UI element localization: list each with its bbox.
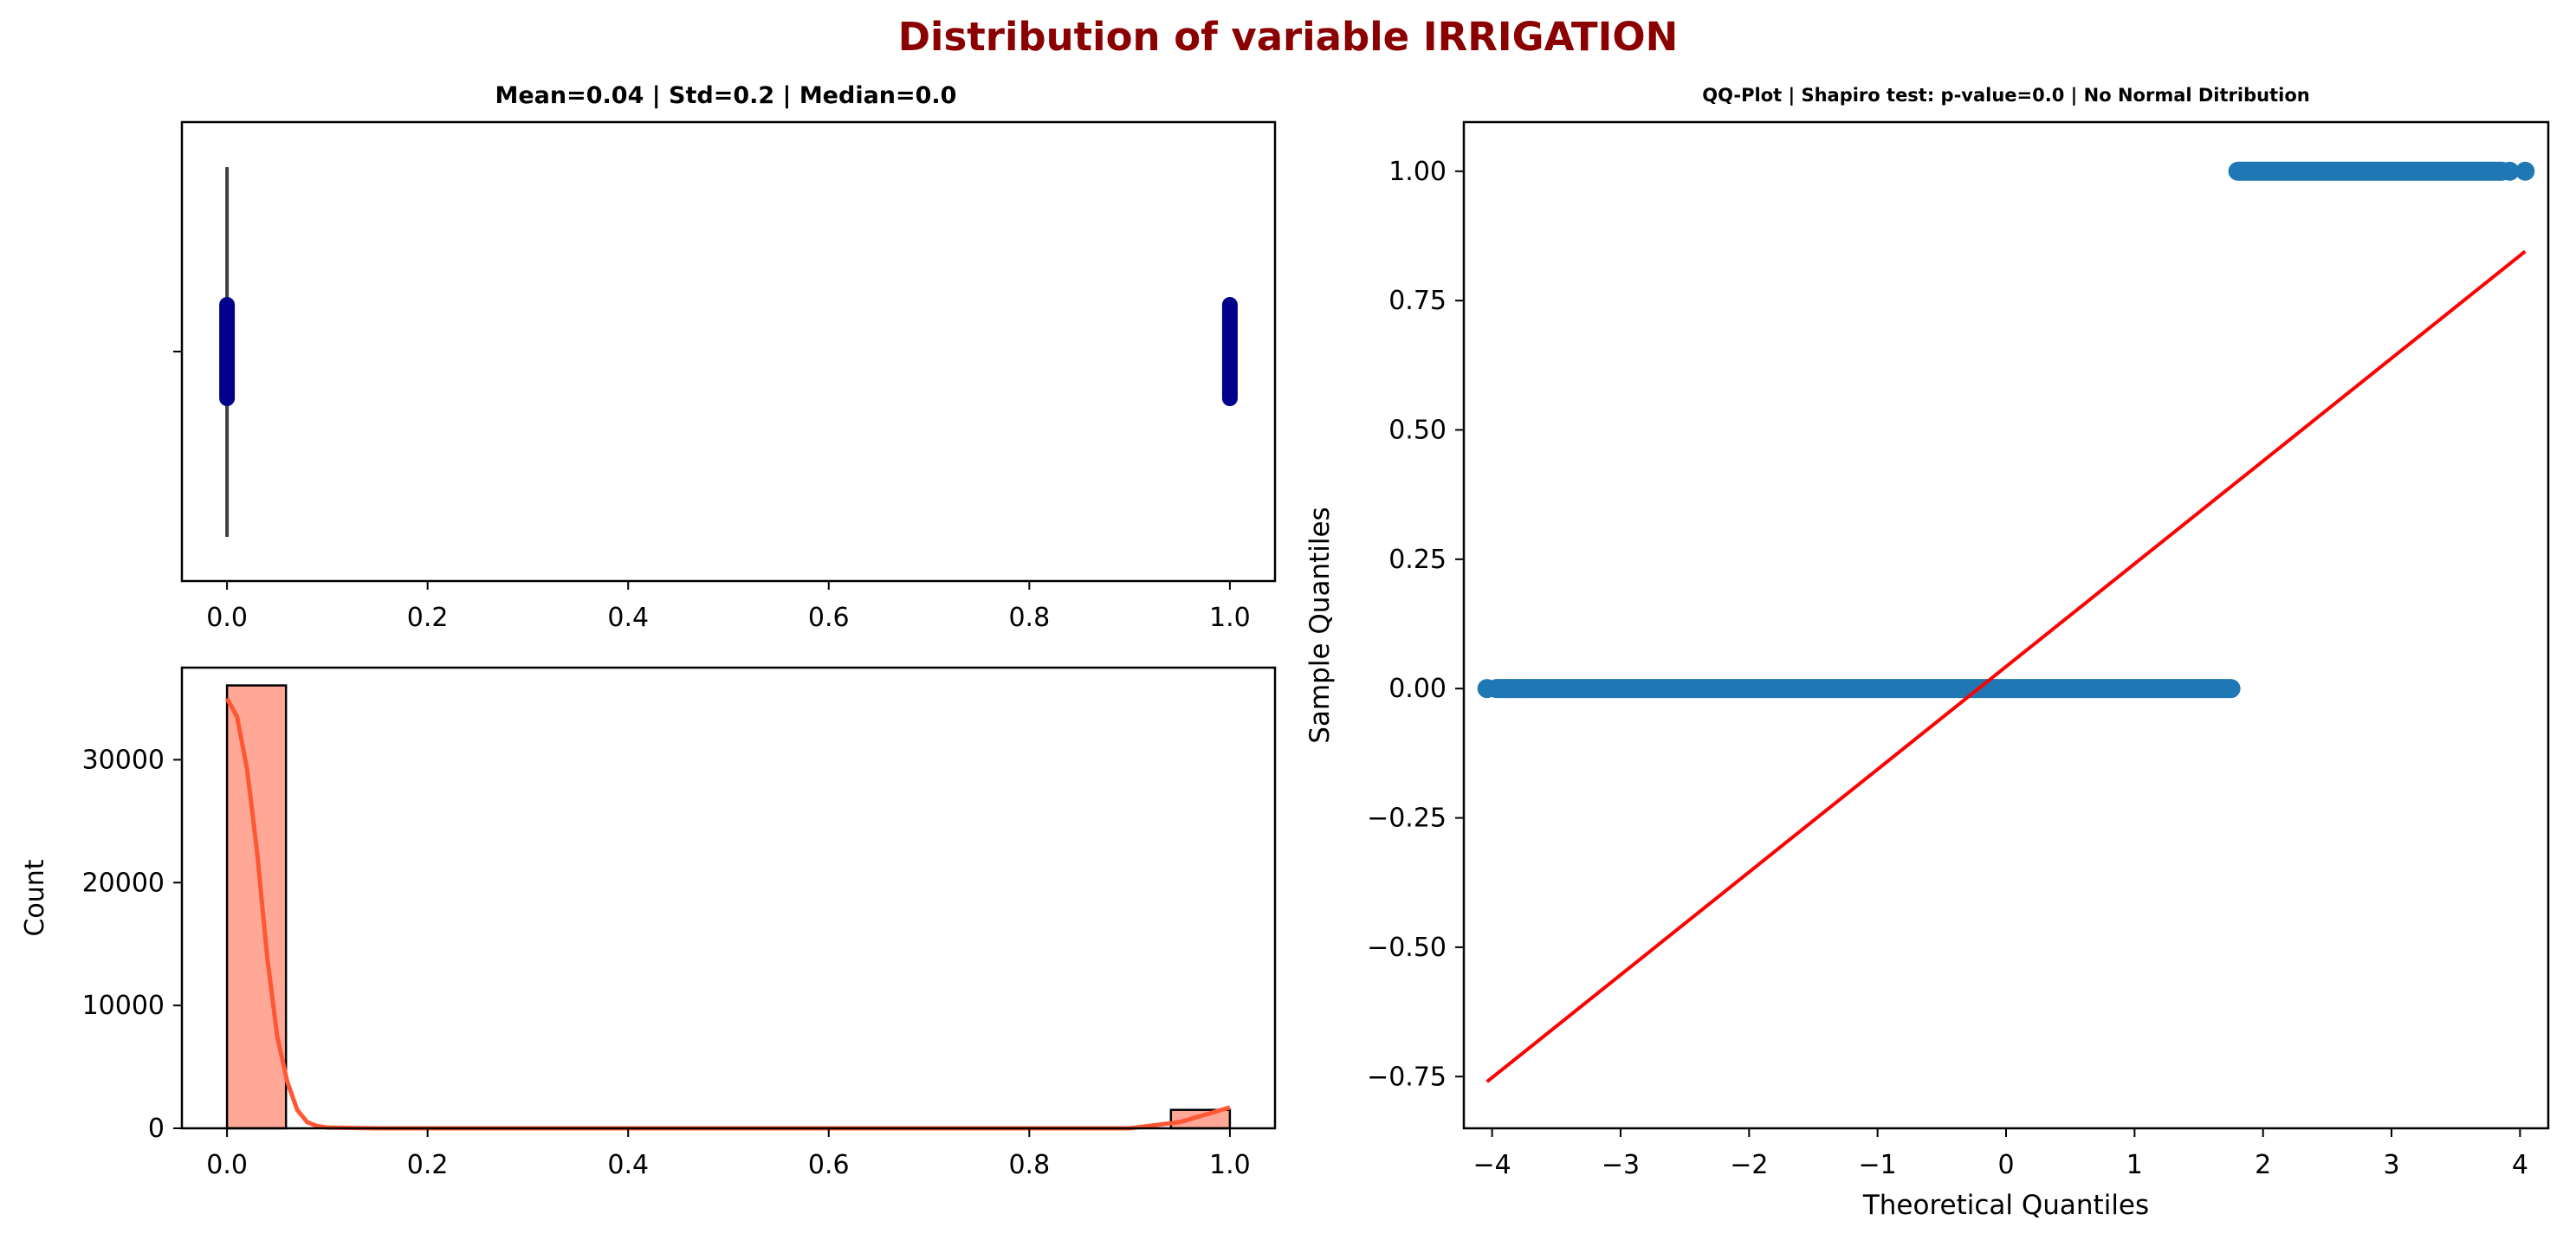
x-tick-label: 1.0 — [1209, 1150, 1251, 1180]
boxplot-panel: Mean=0.04 | Std=0.2 | Median=0.0 0.0 0.2 0… — [173, 82, 1277, 633]
histogram-frame — [180, 666, 1277, 1130]
y-tick-label: 0.00 — [1388, 674, 1447, 704]
x-tick-label: 1 — [2126, 1150, 2143, 1180]
qqplot-marks — [1477, 161, 2535, 1083]
x-tick-label: 0.6 — [808, 1150, 850, 1180]
histogram-ylabel: Count — [20, 859, 50, 936]
qq-fit-line — [1485, 249, 2527, 1083]
histogram-y-axis: 0 10000 20000 30000 — [82, 745, 182, 1144]
y-tick-label: 0.25 — [1388, 545, 1447, 575]
qqplot-panel: QQ-Plot | Shapiro test: p-value=0.0 | No… — [1304, 85, 2550, 1221]
x-tick-label: 3 — [2383, 1150, 2399, 1180]
y-tick-label: 20000 — [82, 868, 165, 898]
x-tick-label: 0.8 — [1008, 1150, 1050, 1180]
x-tick-label: −3 — [1602, 1150, 1640, 1180]
x-tick-label: −4 — [1473, 1150, 1511, 1180]
y-tick-label: −0.25 — [1367, 804, 1447, 834]
x-tick-label: 0.2 — [407, 603, 449, 633]
x-tick-label: 2 — [2255, 1150, 2271, 1180]
qqplot-x-axis: −4 −3 −2 −1 0 1 2 3 4 — [1473, 1128, 2528, 1180]
histogram-marks — [224, 684, 1232, 1131]
x-tick-label: −2 — [1730, 1150, 1768, 1180]
y-tick-label: −0.75 — [1367, 1062, 1447, 1092]
y-tick-label: 1.00 — [1388, 157, 1447, 187]
qqplot-title: QQ-Plot | Shapiro test: p-value=0.0 | No… — [1702, 85, 2309, 107]
qqplot-y-axis: −0.75 −0.50 −0.25 0.00 0.25 0.50 0.75 1.00 — [1367, 157, 1464, 1092]
x-tick-label: −1 — [1859, 1150, 1897, 1180]
qqplot-ylabel: Sample Quantiles — [1304, 507, 1336, 743]
x-tick-label: 0.0 — [206, 603, 248, 633]
qq-point — [2500, 161, 2520, 181]
x-tick-label: 0.6 — [808, 603, 850, 633]
figure-suptitle: Distribution of variable IRRIGATION — [898, 14, 1679, 60]
y-tick-label: 0 — [148, 1114, 165, 1144]
boxplot-marks — [219, 167, 1238, 537]
x-tick-label: 0.8 — [1008, 603, 1050, 633]
y-tick-label: 0.50 — [1388, 415, 1447, 445]
qq-point — [1477, 679, 1497, 699]
qq-point — [1511, 679, 1531, 699]
qqplot-xlabel: Theoretical Quantiles — [1862, 1190, 2149, 1221]
histogram-x-axis: 0.0 0.2 0.4 0.6 0.8 1.0 — [206, 1128, 1251, 1180]
y-tick-label: 30000 — [82, 745, 165, 775]
x-tick-label: 0.4 — [607, 603, 649, 633]
boxplot-title: Mean=0.04 | Std=0.2 | Median=0.0 — [495, 82, 957, 109]
x-tick-label: 0.2 — [407, 1150, 449, 1180]
x-tick-label: 4 — [2512, 1150, 2528, 1180]
y-tick-label: 0.75 — [1388, 286, 1447, 316]
boxplot-x-axis: 0.0 0.2 0.4 0.6 0.8 1.0 — [206, 581, 1251, 633]
histogram-bar — [225, 684, 288, 1130]
qq-point — [2515, 161, 2535, 181]
x-tick-label: 0 — [1997, 1150, 2014, 1180]
x-tick-label: 0.0 — [206, 1150, 248, 1180]
y-tick-label: 10000 — [82, 991, 165, 1021]
histogram-bar — [1169, 1108, 1232, 1130]
y-tick-label: −0.50 — [1367, 933, 1447, 963]
x-tick-label: 1.0 — [1209, 603, 1251, 633]
histogram-panel: 0.0 0.2 0.4 0.6 0.8 1.0 0 10000 20000 30000 Coun… — [20, 666, 1277, 1180]
x-tick-label: 0.4 — [607, 1150, 649, 1180]
